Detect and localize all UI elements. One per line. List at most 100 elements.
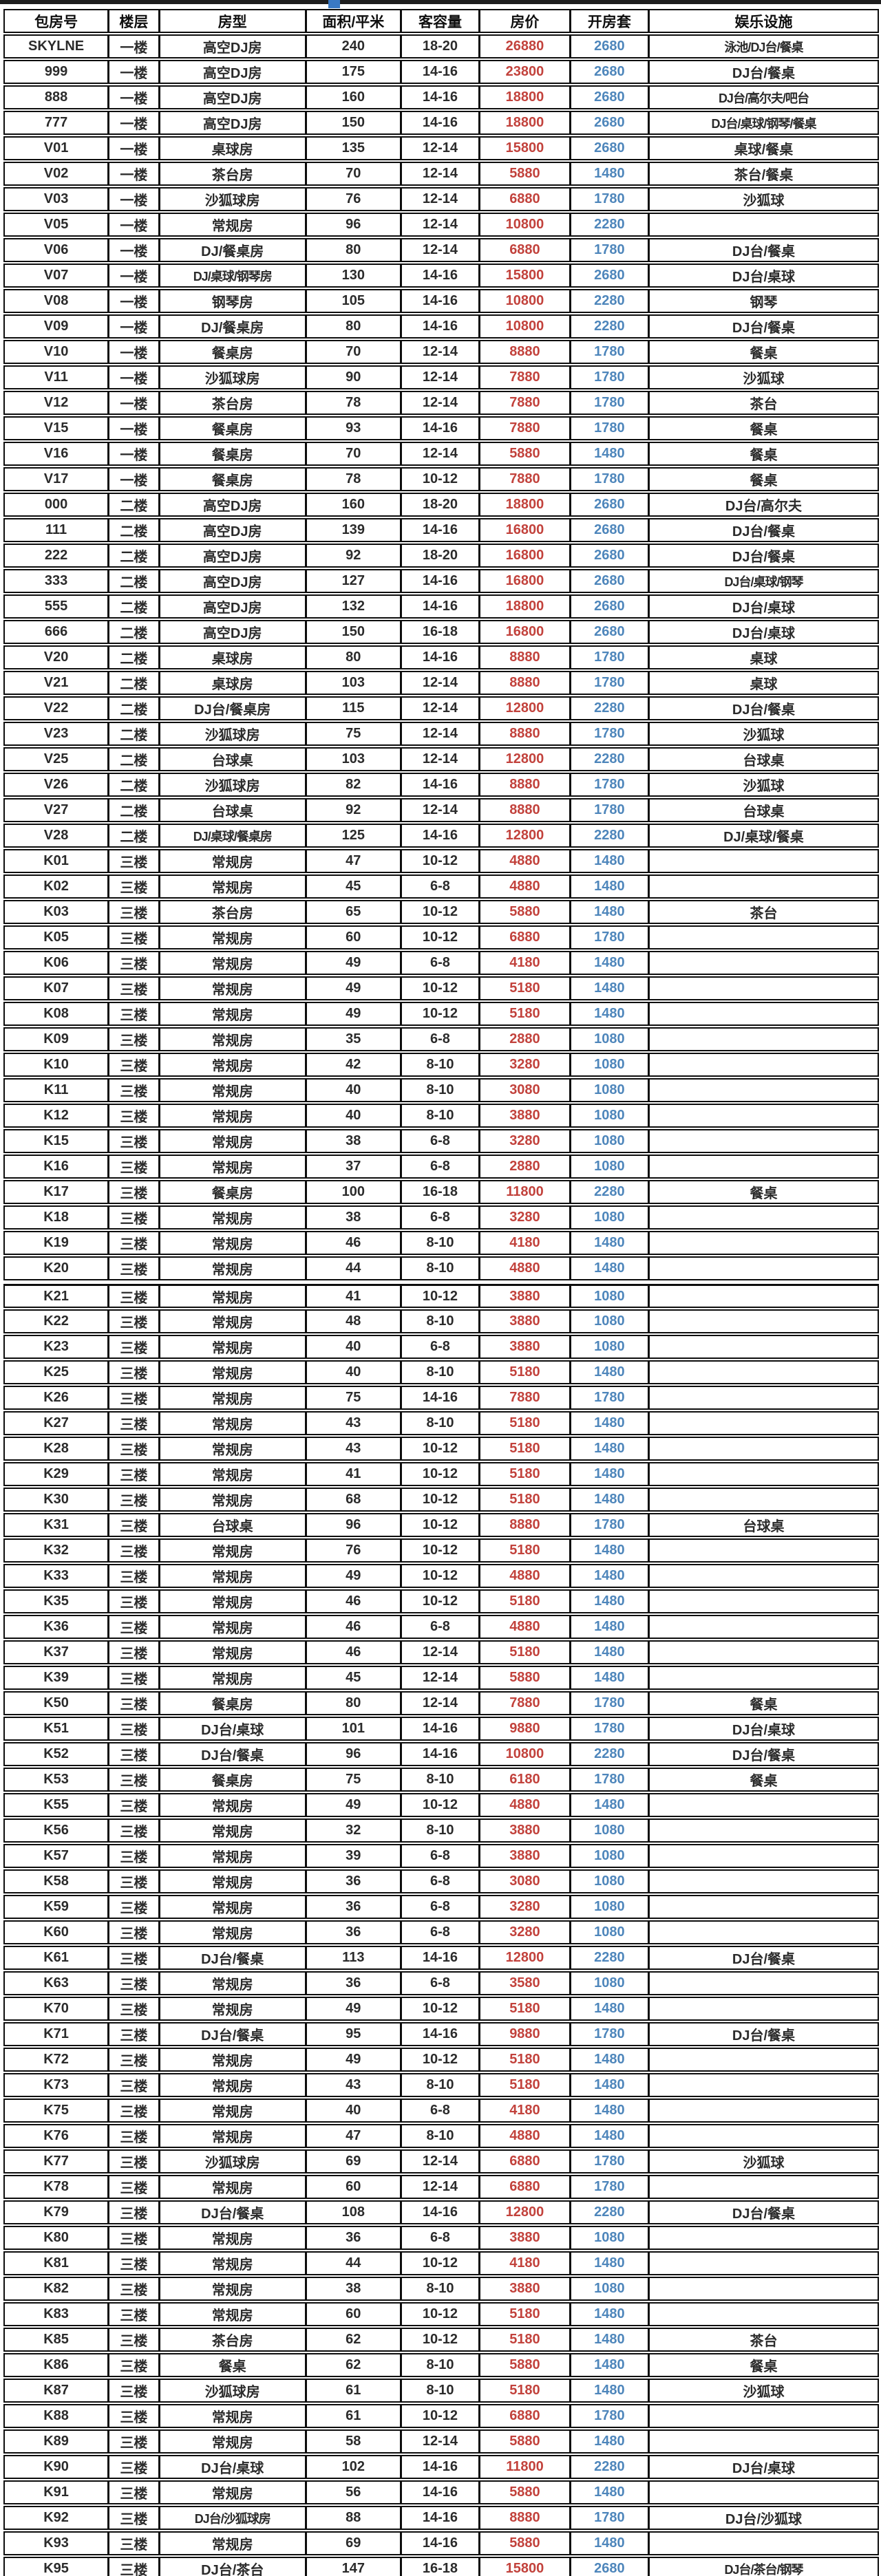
table-row: K01 三楼 常规房 47 10-12 4880 1480: [3, 849, 879, 873]
facilities-cell: DJ台/餐桌: [732, 1952, 796, 1967]
capacity-cell: 10-12: [402, 1438, 481, 1459]
room-cell: K60: [5, 1922, 110, 1943]
room-cell: K78: [5, 2176, 110, 2198]
price-cell: 7880: [480, 1693, 571, 1714]
area-cell: 90: [307, 367, 402, 388]
capacity-cell: 12-14: [402, 2151, 481, 2172]
facilities-cell: 台球桌: [743, 1519, 785, 1534]
price-cell: 5180: [480, 1998, 571, 2019]
floor-cell: 三楼: [109, 2558, 160, 2576]
area-cell: 78: [307, 469, 402, 490]
package-cell: 1080: [571, 1311, 650, 1332]
room-cell: K08: [5, 1003, 110, 1024]
capacity-cell: 8-10: [402, 1105, 481, 1126]
package-cell: 2680: [571, 545, 650, 566]
area-cell: 61: [307, 2380, 402, 2401]
floor-cell: 一楼: [109, 290, 160, 312]
floor-cell: 三楼: [109, 1438, 160, 1459]
facilities-cell: 泳池/DJ台/餐桌: [724, 40, 803, 54]
price-cell: 8880: [480, 672, 571, 694]
floor-cell: 三楼: [109, 2482, 160, 2503]
type-cell: 茶台房: [160, 901, 307, 923]
type-cell: 常规房: [160, 1130, 307, 1152]
facilities-cell: 沙狐球: [743, 2385, 785, 2400]
capacity-cell: 10-12: [402, 1286, 481, 1307]
capacity-cell: 8-10: [402, 1413, 481, 1434]
area-cell: 96: [307, 1743, 402, 1765]
table-row: K17 三楼 餐桌房 100 16-18 11800 2280 餐桌: [3, 1180, 879, 1204]
room-cell: 888: [5, 87, 110, 108]
table-row: V26 二楼 沙狐球房 82 14-16 8880 1780 沙狐球: [3, 773, 879, 797]
type-cell: 常规房: [160, 2074, 307, 2096]
type-cell: 沙狐球房: [160, 2151, 307, 2172]
type-cell: 餐桌房: [160, 341, 307, 363]
area-cell: 38: [307, 1207, 402, 1228]
room-cell: K06: [5, 952, 110, 974]
package-cell: 1480: [571, 876, 650, 897]
facilities-cell: [650, 1794, 878, 1816]
price-cell: 10800: [480, 214, 571, 235]
package-cell: 1480: [571, 2380, 650, 2401]
floor-cell: 三楼: [109, 1616, 160, 1638]
facilities-cell: DJ台/餐桌: [732, 321, 796, 336]
floor-cell: 三楼: [109, 850, 160, 872]
room-cell: V07: [5, 265, 110, 286]
price-cell: 3880: [480, 1845, 571, 1867]
price-cell: 5180: [480, 2329, 571, 2350]
facilities-cell: DJ台/桌球: [732, 270, 796, 285]
price-cell: 23800: [480, 61, 571, 83]
floor-cell: 三楼: [109, 2456, 160, 2478]
capacity-cell: 18-20: [402, 36, 481, 57]
area-cell: 44: [307, 2253, 402, 2274]
floor-cell: 三楼: [109, 1743, 160, 1765]
room-cell: 333: [5, 570, 110, 592]
package-cell: 1080: [571, 1336, 650, 1357]
package-cell: 1480: [571, 1438, 650, 1459]
floor-cell: 三楼: [109, 1181, 160, 1203]
floor-cell: 一楼: [109, 163, 160, 184]
area-cell: 49: [307, 952, 402, 974]
table-row: V23 二楼 沙狐球房 75 12-14 8880 1780 沙狐球: [3, 722, 879, 746]
package-cell: 1780: [571, 647, 650, 668]
floor-cell: 三楼: [109, 2125, 160, 2147]
package-cell: 1480: [571, 2304, 650, 2325]
room-cell: K51: [5, 1718, 110, 1739]
price-cell: 4180: [480, 2253, 571, 2274]
floor-cell: 三楼: [109, 1156, 160, 1177]
facilities-cell: DJ台/餐桌: [732, 702, 796, 718]
price-cell: 8880: [480, 2507, 571, 2529]
price-cell: 11800: [480, 2456, 571, 2478]
area-cell: 45: [307, 1667, 402, 1688]
capacity-cell: 12-14: [402, 723, 481, 744]
package-cell: 2280: [571, 1743, 650, 1765]
type-cell: 常规房: [160, 1922, 307, 1943]
room-cell: V20: [5, 647, 110, 668]
area-cell: 125: [307, 825, 402, 846]
facilities-cell: [650, 952, 878, 974]
price-cell: 5880: [480, 2482, 571, 2503]
capacity-cell: 12-14: [402, 443, 481, 464]
table-row: K19 三楼 常规房 46 8-10 4180 1480: [3, 1231, 879, 1255]
area-cell: 60: [307, 927, 402, 948]
type-cell: 沙狐球房: [160, 367, 307, 388]
capacity-cell: 12-14: [402, 163, 481, 184]
area-cell: 47: [307, 2125, 402, 2147]
floor-cell: 三楼: [109, 2380, 160, 2401]
capacity-cell: 6-8: [402, 1871, 481, 1892]
table-row: K83 三楼 常规房 60 10-12 5180 1480: [3, 2302, 879, 2326]
floor-cell: 一楼: [109, 61, 160, 83]
capacity-cell: 14-16: [402, 2024, 481, 2045]
facilities-cell: [650, 1896, 878, 1918]
type-cell: DJ/餐桌房: [160, 239, 307, 261]
facilities-cell: [650, 2176, 878, 2198]
type-cell: 常规房: [160, 1463, 307, 1485]
price-cell: 3280: [480, 1054, 571, 1075]
package-cell: 1780: [571, 2176, 650, 2198]
floor-cell: 三楼: [109, 2329, 160, 2350]
area-cell: 37: [307, 1156, 402, 1177]
package-cell: 1480: [571, 1413, 650, 1434]
area-cell: 78: [307, 392, 402, 414]
capacity-cell: 6-8: [402, 1130, 481, 1152]
facilities-cell: DJ台/餐桌: [732, 244, 796, 259]
type-cell: 餐桌房: [160, 443, 307, 464]
